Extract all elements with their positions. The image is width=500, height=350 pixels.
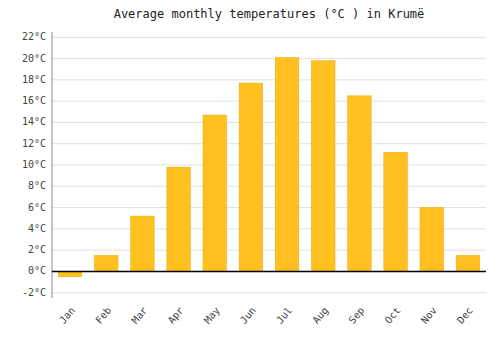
grid-line: [52, 37, 486, 38]
bar: [456, 255, 480, 271]
y-tick-label: 22°C: [22, 31, 46, 42]
x-tick-label: Oct: [383, 305, 403, 326]
bar: [239, 83, 263, 271]
bar: [275, 58, 299, 272]
x-tick-label: Nov: [419, 305, 439, 326]
grid-line: [52, 58, 486, 59]
bar: [94, 255, 118, 271]
x-tick-label: Jun: [238, 305, 258, 326]
grid-line: [52, 143, 486, 144]
grid-line: [52, 271, 486, 272]
x-tick-label: Feb: [93, 305, 113, 326]
grid-line: [52, 165, 486, 166]
zero-line: [52, 271, 486, 273]
x-tick-label: Dec: [455, 305, 475, 326]
y-tick-label: 12°C: [22, 138, 46, 149]
x-tick-label: May: [202, 305, 222, 326]
grid-line: [52, 292, 486, 293]
grid-line: [52, 122, 486, 123]
grid-line: [52, 186, 486, 187]
y-tick-label: 8°C: [28, 180, 46, 191]
y-tick-label: 14°C: [22, 116, 46, 127]
x-tick-label: Mar: [129, 305, 149, 326]
bar: [167, 167, 191, 271]
grid-line: [52, 79, 486, 80]
y-grid: [52, 37, 486, 292]
x-tick-label: Jan: [57, 305, 77, 326]
bar: [203, 115, 227, 271]
y-tick-label: 16°C: [22, 95, 46, 106]
x-tick-label: Sep: [346, 305, 366, 326]
x-tick-label: Jul: [274, 305, 294, 326]
y-tick-label: 0°C: [28, 265, 46, 276]
y-tick-labels: -2°C 0°C 2°C 4°C 6°C 8°C 10°C 12°C 14°C 16°C 18°C 2…: [22, 31, 46, 297]
bar: [311, 61, 335, 272]
bar: [131, 216, 155, 271]
chart: -2°C 0°C 2°C 4°C 6°C 8°C 10°C 12°C 14°C 16°C 18°C 2…: [0, 0, 500, 350]
y-tick-label: 20°C: [22, 53, 46, 64]
y-tick-label: 10°C: [22, 159, 46, 170]
y-tick-label: 4°C: [28, 223, 46, 234]
y-tick-label: 6°C: [28, 202, 46, 213]
bars: [58, 58, 479, 277]
x-tick-labels: Jan Feb Mar Apr May Jun Jul Aug Sep Oct Nov Dec: [57, 305, 475, 326]
y-tick-label: 18°C: [22, 74, 46, 85]
bar: [420, 208, 444, 272]
x-tick-label: Apr: [166, 305, 186, 326]
grid-line: [52, 101, 486, 102]
bar: [384, 152, 408, 271]
y-tick-label: -2°C: [22, 287, 46, 298]
bar: [348, 96, 372, 272]
y-tick-label: 2°C: [28, 244, 46, 255]
x-tick-label: Aug: [310, 305, 330, 326]
title: Average monthly temperatures (°C ) in Kr…: [114, 7, 425, 21]
bar: [58, 271, 82, 276]
y-axis-line: [52, 32, 53, 298]
